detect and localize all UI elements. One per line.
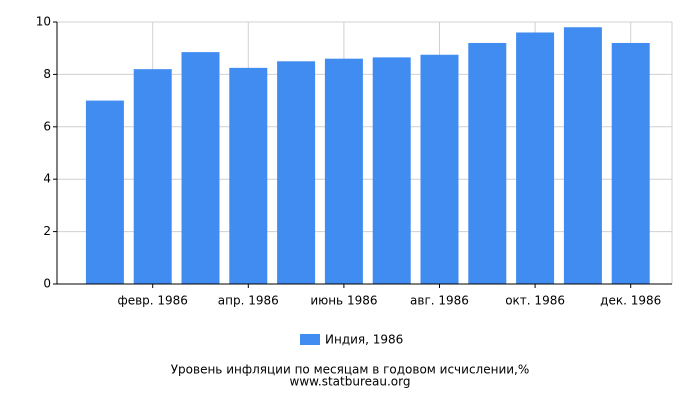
x-tick-label: дек. 1986 [600, 294, 661, 308]
x-tick-label: авг. 1986 [410, 294, 469, 308]
x-tick-label: окт. 1986 [505, 294, 565, 308]
bar [372, 57, 411, 285]
bar [133, 69, 172, 284]
x-tick-label: апр. 1986 [218, 294, 279, 308]
y-tick-label: 10 [36, 15, 51, 29]
bar [324, 58, 363, 285]
x-tick-label: июнь 1986 [310, 294, 377, 308]
legend-label: Индия, 1986 [325, 333, 403, 347]
bar [420, 54, 459, 284]
bar [611, 42, 650, 285]
bar [181, 52, 220, 284]
bar [563, 27, 602, 285]
x-tick-label: февр. 1986 [117, 294, 188, 308]
chart-title: Уровень инфляции по месяцам в годовом ис… [171, 363, 530, 377]
source: www.statbureau.org [290, 375, 411, 389]
legend-swatch [300, 334, 320, 345]
y-tick-label: 8 [43, 67, 51, 81]
y-tick-label: 6 [43, 119, 51, 133]
bar [277, 61, 316, 284]
y-tick-label: 4 [43, 172, 51, 186]
bar [516, 32, 555, 285]
bar [229, 67, 268, 284]
y-tick-label: 0 [43, 277, 51, 291]
bar [85, 100, 124, 284]
bar [468, 42, 507, 285]
y-tick-label: 2 [43, 224, 51, 238]
